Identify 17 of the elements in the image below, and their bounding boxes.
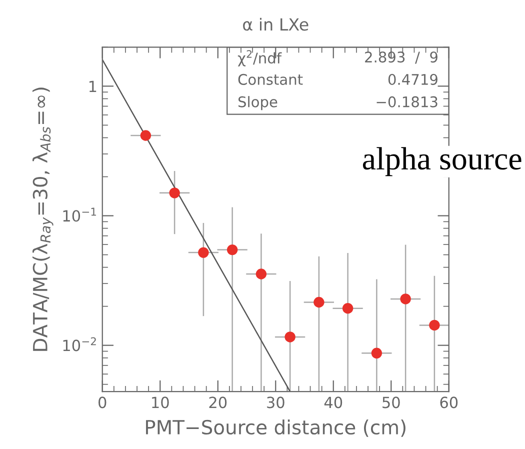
- x-tick-label: 0: [98, 396, 106, 408]
- text: Constant 0.4719: [238, 74, 438, 85]
- y-axis-title: DATA/MC(λ$_{Ray}$=30, λ$_{Abs}$=∞): [32, 88, 54, 351]
- y-tick-label: 1: [89, 80, 96, 92]
- x-tick-label: 40: [324, 396, 342, 408]
- x-tick-label: 50: [382, 396, 400, 408]
- x-tick-label: 20: [209, 396, 227, 408]
- text: Slope −0.1813: [238, 96, 438, 110]
- x-tick-label: 60: [440, 396, 458, 408]
- x-axis-title: PMT−Source distance (cm): [146, 420, 406, 437]
- x-tick-label: 10: [152, 396, 169, 408]
- y-tick-label: 10$^{−1}$: [63, 208, 96, 222]
- text: χ$^{2}$/ndf 2.893 / 9: [238, 50, 438, 66]
- chart-title: α in LXe: [243, 18, 308, 31]
- x-tick-label: 30: [267, 396, 284, 408]
- annotation: alpha source: [362, 147, 522, 176]
- y-tick-label: 10$^{−2}$: [63, 337, 96, 352]
